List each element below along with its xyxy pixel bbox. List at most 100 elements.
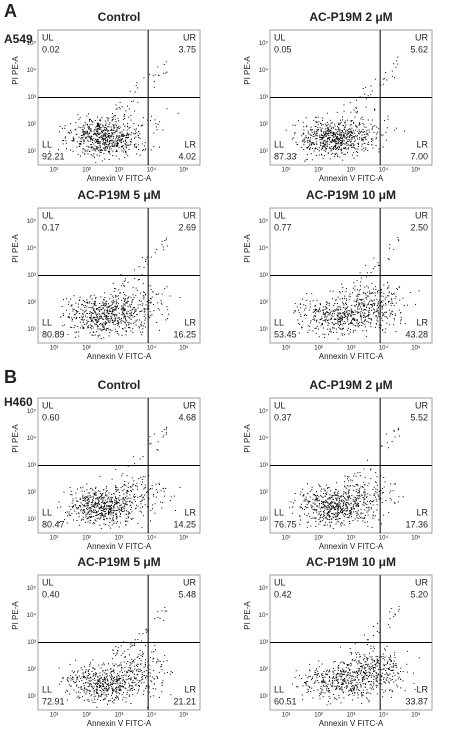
event-dot	[344, 295, 346, 297]
event-dot	[322, 145, 324, 147]
event-dot	[124, 305, 126, 307]
event-dot	[132, 331, 134, 333]
event-dot	[348, 521, 350, 522]
event-dot	[130, 490, 132, 491]
event-dot	[110, 527, 112, 529]
event-dot	[327, 328, 329, 330]
event-dot	[115, 331, 117, 333]
event-dot	[335, 489, 337, 491]
event-dot	[373, 312, 375, 313]
event-dot	[85, 302, 87, 304]
event-dot	[350, 312, 352, 314]
event-dot	[307, 130, 309, 132]
event-dot	[327, 511, 329, 513]
event-dot	[136, 674, 138, 676]
event-dot	[395, 66, 397, 68]
event-dot	[382, 329, 384, 331]
event-dot	[374, 515, 376, 517]
event-dot	[115, 296, 117, 298]
event-dot	[93, 294, 95, 296]
event-dot	[116, 516, 118, 518]
event-dot	[304, 498, 306, 500]
event-dot	[345, 510, 347, 512]
event-dot	[316, 143, 318, 145]
event-dot	[371, 90, 373, 92]
event-dot	[360, 311, 362, 312]
event-dot	[64, 127, 66, 129]
event-dot	[89, 311, 91, 313]
event-dot	[357, 130, 359, 132]
event-dot	[320, 325, 322, 327]
event-dot	[141, 674, 143, 675]
event-dot	[58, 501, 60, 503]
event-dot	[352, 506, 354, 508]
event-dot	[102, 499, 104, 501]
event-dot	[363, 305, 364, 306]
event-dot	[129, 90, 131, 92]
event-dot	[83, 311, 85, 313]
event-dot	[361, 325, 363, 326]
event-dot	[137, 134, 139, 136]
event-dot	[80, 502, 82, 504]
event-dot	[101, 131, 103, 132]
event-dot	[86, 130, 88, 132]
event-dot	[119, 683, 121, 685]
y-tick-label: 10¹	[27, 149, 36, 155]
event-dot	[336, 504, 338, 506]
event-dot	[118, 507, 120, 509]
event-dot	[133, 497, 135, 498]
event-dot	[338, 133, 340, 135]
event-dot	[372, 305, 374, 307]
event-dot	[99, 155, 101, 157]
event-dot	[134, 132, 136, 134]
event-dot	[135, 685, 137, 686]
event-dot	[350, 139, 352, 141]
event-dot	[306, 147, 308, 148]
event-dot	[311, 486, 313, 488]
event-dot	[380, 498, 382, 500]
event-dot	[364, 143, 366, 145]
event-dot	[137, 670, 139, 672]
event-dot	[131, 682, 133, 683]
event-dot	[140, 331, 142, 333]
event-dot	[355, 503, 357, 504]
event-dot	[334, 495, 336, 496]
event-dot	[333, 141, 335, 143]
event-dot	[94, 668, 96, 670]
event-dot	[333, 324, 335, 326]
event-dot	[331, 314, 333, 316]
event-dot	[98, 122, 100, 124]
event-dot	[388, 291, 390, 293]
event-dot	[326, 311, 328, 312]
event-dot	[336, 497, 338, 499]
x-tick-label: 10²	[314, 168, 323, 174]
event-dot	[103, 516, 105, 518]
quadrant-name: LL	[42, 507, 52, 517]
event-dot	[127, 465, 129, 467]
event-dot	[352, 143, 354, 145]
event-dot	[116, 521, 118, 522]
event-dot	[333, 502, 335, 504]
event-dot	[143, 311, 145, 313]
event-dot	[105, 679, 106, 681]
event-dot	[89, 327, 91, 329]
event-dot	[144, 294, 146, 296]
event-dot	[340, 523, 342, 525]
event-dot	[177, 112, 179, 114]
event-dot	[318, 311, 320, 313]
event-dot	[123, 650, 125, 652]
event-dot	[97, 499, 99, 501]
event-dot	[135, 310, 137, 312]
event-dot	[83, 504, 85, 506]
event-dot	[308, 137, 309, 138]
event-dot	[387, 258, 389, 259]
event-dot	[121, 134, 123, 136]
event-dot	[84, 310, 86, 312]
event-dot	[91, 671, 93, 672]
event-dot	[117, 683, 119, 685]
event-dot	[132, 328, 134, 330]
event-dot	[88, 135, 90, 137]
event-dot	[137, 639, 139, 641]
event-dot	[364, 286, 366, 288]
event-dot	[112, 311, 114, 313]
